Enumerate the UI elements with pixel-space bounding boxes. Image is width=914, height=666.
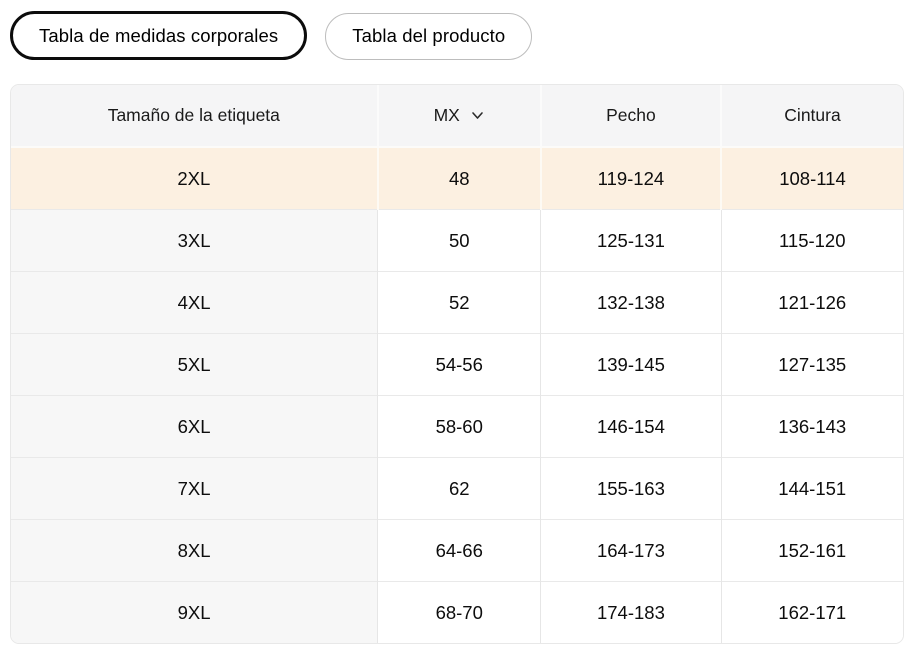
- mx-cell: 68-70: [377, 581, 541, 643]
- tab-body-measurements[interactable]: Tabla de medidas corporales: [10, 11, 308, 60]
- mx-cell: 64-66: [377, 519, 541, 582]
- size-cell: 7XL: [11, 457, 378, 520]
- column-header-chest: Pecho: [539, 85, 722, 148]
- table-row-5xl: 5XL 54-56 139-145 127-135: [11, 333, 903, 396]
- size-cell: 2XL: [11, 147, 378, 210]
- chest-cell: 174-183: [540, 581, 722, 643]
- chest-cell: 155-163: [540, 457, 722, 520]
- waist-cell: 108-114: [720, 147, 903, 210]
- chest-cell: 139-145: [540, 333, 722, 396]
- mx-cell: 62: [377, 457, 541, 520]
- size-table-header-row: Tamaño de la etiqueta MX Pecho: [11, 85, 903, 148]
- chest-cell: 164-173: [540, 519, 722, 582]
- tab-product-measurements[interactable]: Tabla del producto: [325, 12, 533, 60]
- chevron-down-icon: [472, 112, 483, 119]
- waist-cell: 162-171: [720, 581, 903, 643]
- waist-header-text: Cintura: [784, 105, 841, 125]
- size-guide-tabs: Tabla de medidas corporales Tabla del pr…: [0, 0, 914, 60]
- waist-cell: 152-161: [720, 519, 903, 582]
- size-cell: 8XL: [11, 519, 378, 582]
- waist-cell: 136-143: [720, 395, 903, 458]
- column-header-size-label: Tamaño de la etiqueta: [11, 85, 378, 148]
- waist-cell: 115-120: [720, 209, 903, 272]
- mx-cell: 58-60: [377, 395, 541, 458]
- size-cell: 4XL: [11, 271, 378, 334]
- region-value: MX: [433, 105, 460, 125]
- table-row-8xl: 8XL 64-66 164-173 152-161: [11, 519, 903, 582]
- table-row-6xl: 6XL 58-60 146-154 136-143: [11, 395, 903, 458]
- mx-cell: 48: [376, 147, 541, 210]
- chest-cell: 146-154: [540, 395, 722, 458]
- table-row-4xl: 4XL 52 132-138 121-126: [11, 271, 903, 334]
- table-row-7xl: 7XL 62 155-163 144-151: [11, 457, 903, 520]
- waist-cell: 121-126: [720, 271, 903, 334]
- size-cell: 9XL: [11, 581, 378, 643]
- size-cell: 3XL: [11, 209, 378, 272]
- size-cell: 5XL: [11, 333, 378, 396]
- table-row-9xl: 9XL 68-70 174-183 162-171: [11, 581, 903, 643]
- size-table: Tamaño de la etiqueta MX Pecho: [11, 85, 903, 643]
- table-row-3xl: 3XL 50 125-131 115-120: [11, 209, 903, 272]
- waist-cell: 127-135: [720, 333, 903, 396]
- size-table-card: Tamaño de la etiqueta MX Pecho: [10, 84, 904, 644]
- region-dropdown[interactable]: MX: [376, 85, 541, 148]
- size-label-text: Tamaño de la etiqueta: [107, 105, 280, 125]
- mx-cell: 54-56: [377, 333, 541, 396]
- table-row-2xl: 2XL 48 119-124 108-114: [11, 147, 903, 210]
- size-cell: 6XL: [11, 395, 378, 458]
- chest-cell: 119-124: [539, 147, 722, 210]
- waist-cell: 144-151: [720, 457, 903, 520]
- chest-cell: 125-131: [540, 209, 722, 272]
- mx-cell: 50: [377, 209, 541, 272]
- mx-cell: 52: [377, 271, 541, 334]
- column-header-waist: Cintura: [720, 85, 903, 148]
- chest-cell: 132-138: [540, 271, 722, 334]
- chest-header-text: Pecho: [606, 105, 656, 125]
